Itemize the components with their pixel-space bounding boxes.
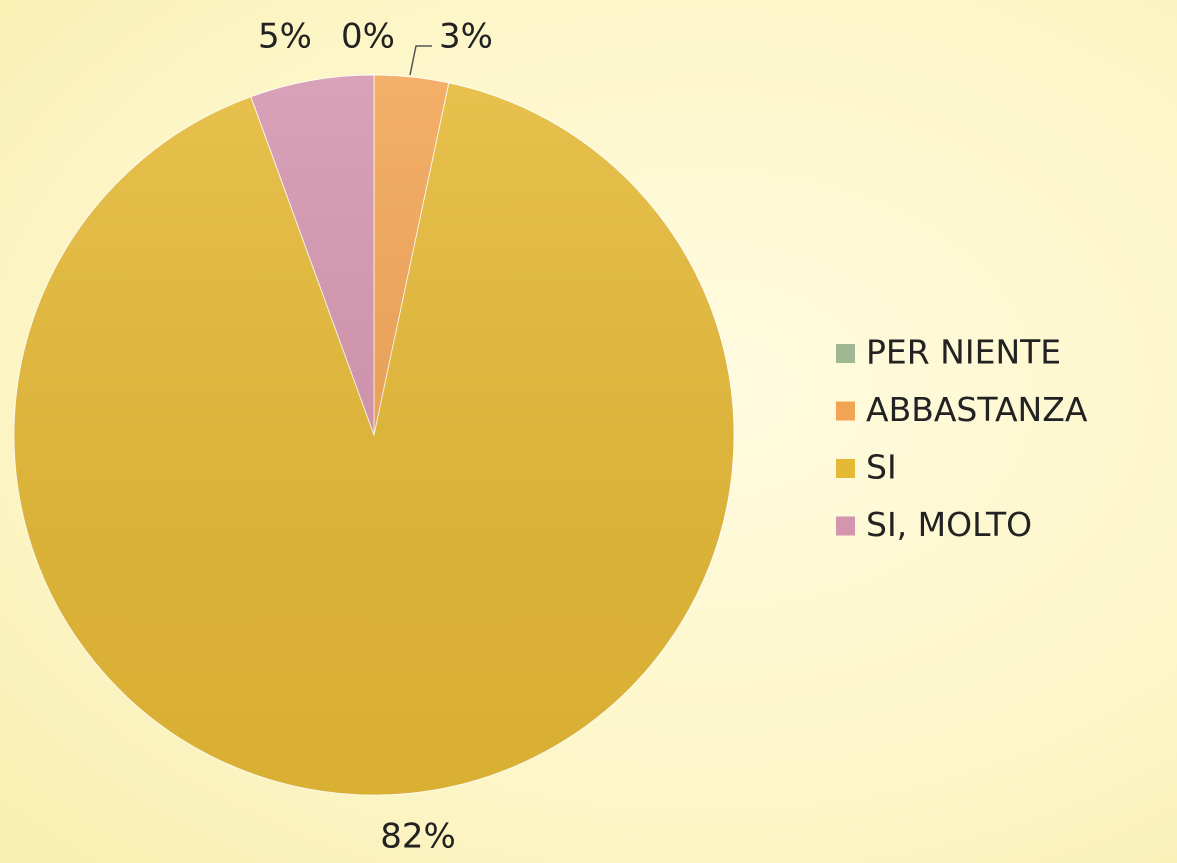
legend-swatch [836, 516, 855, 536]
legend-swatch [836, 401, 855, 421]
legend-swatch [836, 344, 855, 363]
legend-label: SI, MOLTO [866, 505, 1032, 544]
data-label: 82% [380, 817, 456, 857]
legend-label: PER NIENTE [866, 333, 1061, 372]
data-label: 5% [258, 17, 312, 57]
leader-line [409, 45, 432, 76]
legend-label: ABBASTANZA [866, 390, 1088, 429]
data-label: 3% [439, 17, 493, 57]
legend-label: SI [866, 448, 897, 487]
legend-swatch [836, 459, 855, 478]
data-label: 0% [341, 17, 395, 57]
